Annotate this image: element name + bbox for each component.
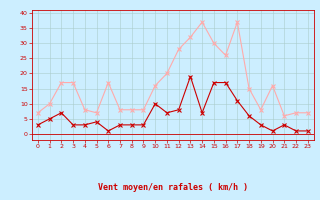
Text: Vent moyen/en rafales ( km/h ): Vent moyen/en rafales ( km/h )	[98, 183, 248, 192]
